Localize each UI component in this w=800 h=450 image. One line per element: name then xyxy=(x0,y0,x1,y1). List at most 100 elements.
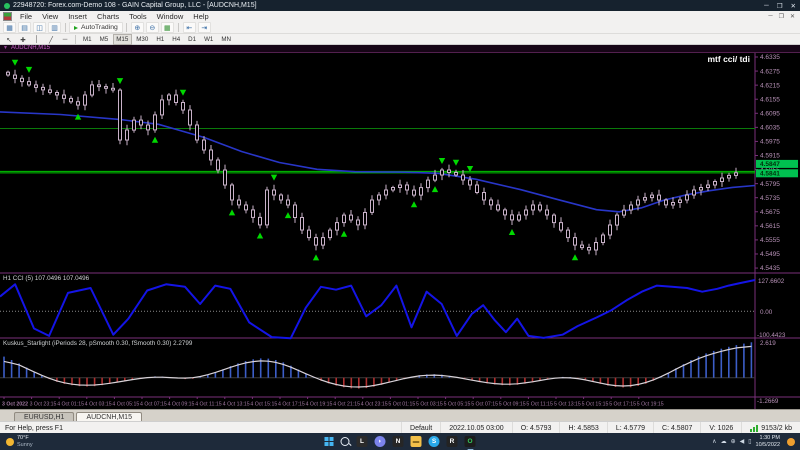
zoom-out-icon[interactable]: ⊖ xyxy=(145,22,159,33)
child-close-icon[interactable]: ✕ xyxy=(789,14,795,20)
title-bar: 22948720: Forex.com-Demo 108 - GAIN Capi… xyxy=(0,0,800,11)
data-window-icon[interactable]: ▥ xyxy=(48,22,61,33)
timeframe-m15[interactable]: M15 xyxy=(112,34,132,45)
timeframe-m30[interactable]: M30 xyxy=(136,36,149,43)
skype-icon[interactable]: S xyxy=(428,436,440,447)
tab-audcnh-m15[interactable]: AUDCNH,M15 xyxy=(76,412,142,422)
menu-view[interactable]: View xyxy=(42,12,59,21)
timeframe-m5[interactable]: M5 xyxy=(99,36,109,43)
time-axis-label: 4 Oct 11:15 xyxy=(195,402,222,408)
price-axis-label: 4.6035 xyxy=(760,125,780,132)
vline-icon[interactable]: │ xyxy=(34,36,40,43)
child-minimize-icon[interactable]: ─ xyxy=(768,13,773,19)
up-arrow-icon xyxy=(312,254,320,261)
up-arrow-icon xyxy=(340,230,348,237)
weather-temp: 70°F xyxy=(17,435,29,442)
app-r-icon[interactable]: R xyxy=(446,436,458,447)
menu-insert[interactable]: Insert xyxy=(68,12,87,21)
chart-shift-icon[interactable]: ⇤ xyxy=(182,22,196,33)
play-icon xyxy=(74,25,78,30)
timeframe-h1[interactable]: H1 xyxy=(156,36,165,43)
tray-battery-icon[interactable]: ▯ xyxy=(748,439,752,445)
menu-tools[interactable]: Tools xyxy=(129,12,147,21)
timeframe-d1[interactable]: D1 xyxy=(188,36,197,43)
timeframe-mn[interactable]: MN xyxy=(221,36,231,43)
time-axis-label: 4 Oct 01:15 xyxy=(57,402,84,408)
price-badge-value: 4.5841 xyxy=(760,171,780,178)
search-icon[interactable] xyxy=(340,437,350,446)
timeframe-w1[interactable]: W1 xyxy=(204,36,214,43)
candle-open: O: 4.5793 xyxy=(511,422,560,434)
taskbar-clock[interactable]: 1:30 PM 10/5/2022 xyxy=(755,435,780,448)
profiles-icon[interactable]: ▤ xyxy=(18,22,31,33)
auto-scroll-icon[interactable]: ⇥ xyxy=(197,22,211,33)
menu-help[interactable]: Help xyxy=(193,12,209,21)
up-arrow-icon xyxy=(74,113,82,120)
zoom-in-icon[interactable]: ⊕ xyxy=(130,22,144,33)
up-arrow-icon xyxy=(151,136,159,143)
time-axis-label: 4 Oct 13:15 xyxy=(223,402,250,408)
menu-file[interactable]: File xyxy=(20,12,33,21)
price-badge xyxy=(756,159,798,168)
cci-axis-min: -100.4423 xyxy=(757,332,786,339)
up-arrow-icon xyxy=(256,232,264,239)
menu-charts[interactable]: Charts xyxy=(96,12,120,21)
tab-eurusd-h1[interactable]: EURUSD,H1 xyxy=(14,412,75,422)
price-axis-label: 4.5735 xyxy=(760,195,780,202)
down-arrow-icon xyxy=(438,157,446,164)
toolbar-separator xyxy=(125,23,127,32)
time-axis-label: 4 Oct 03:15 xyxy=(85,402,112,408)
time-axis-label: 4 Oct 21:15 xyxy=(333,402,360,408)
weather-widget[interactable]: 70°F Sunny xyxy=(0,435,33,448)
maximize-icon[interactable]: ❐ xyxy=(776,2,783,10)
signal-bars-icon xyxy=(750,424,759,432)
candle-time: 2022.10.05 03:00 xyxy=(440,422,512,434)
trendline-icon[interactable]: ╱ xyxy=(49,36,53,44)
chart-window-titlebar[interactable]: ▼ AUDCNH,M15 xyxy=(0,44,800,53)
close-icon[interactable]: ✕ xyxy=(790,2,796,10)
autotrading-button[interactable]: AutoTrading xyxy=(69,22,123,33)
child-restore-icon[interactable]: ❐ xyxy=(778,14,784,20)
down-arrow-icon xyxy=(116,78,124,85)
up-arrow-icon xyxy=(571,254,579,261)
price-axis-label: 4.5555 xyxy=(760,237,780,244)
crosshair-icon[interactable]: ✚ xyxy=(20,36,26,44)
hline-icon[interactable]: ─ xyxy=(62,36,68,43)
tray-cloud-icon[interactable]: ☁ xyxy=(720,439,727,445)
price-axis-label: 4.5435 xyxy=(760,265,780,272)
sun-icon xyxy=(6,437,14,446)
connection-status: 9153/2 kb xyxy=(741,422,800,434)
start-square xyxy=(329,442,334,446)
down-arrow-icon xyxy=(270,174,278,181)
timeframe-m1[interactable]: M1 xyxy=(83,36,92,43)
up-arrow-icon xyxy=(228,209,236,216)
time-axis-label: 5 Oct 15:15 xyxy=(582,402,609,408)
chart-app-icon xyxy=(3,12,12,21)
menu-window[interactable]: Window xyxy=(156,12,184,21)
tile-windows-icon[interactable]: ▦ xyxy=(160,22,174,33)
down-arrow-icon xyxy=(466,165,474,172)
new-chart-icon[interactable]: ▦ xyxy=(3,22,16,33)
chat-icon[interactable]: ◗ xyxy=(374,436,386,447)
tray-network-icon[interactable]: ⊕ xyxy=(730,439,736,445)
notepad-icon[interactable]: N xyxy=(392,436,404,447)
toolbar-separator xyxy=(65,23,66,32)
tray-chevron-icon[interactable]: ∧ xyxy=(712,439,717,445)
price-axis-label: 4.5795 xyxy=(760,181,780,188)
notification-badge[interactable] xyxy=(787,437,795,446)
cci-line xyxy=(0,279,756,340)
profile-indicator[interactable]: Default xyxy=(401,422,440,434)
timeframe-h4[interactable]: H4 xyxy=(172,36,181,43)
start-button[interactable] xyxy=(324,437,334,446)
metatrader-icon[interactable]: O xyxy=(464,436,476,450)
window-title: 22948720: Forex.com-Demo 108 - GAIN Capi… xyxy=(13,2,257,9)
app-l-icon[interactable]: L xyxy=(356,436,368,447)
file-explorer-icon[interactable]: ▬ xyxy=(410,436,422,447)
minimize-icon[interactable]: ─ xyxy=(764,1,769,9)
kuskus-indicator-label: Kuskus_Starlight (iPeriods 28, pSmooth 0… xyxy=(3,340,193,347)
cursor-icon[interactable]: ↖ xyxy=(6,36,12,44)
market-watch-icon[interactable]: ◫ xyxy=(33,22,46,33)
tray-volume-icon[interactable]: ◀ xyxy=(739,439,745,445)
down-arrow-icon xyxy=(11,59,19,66)
